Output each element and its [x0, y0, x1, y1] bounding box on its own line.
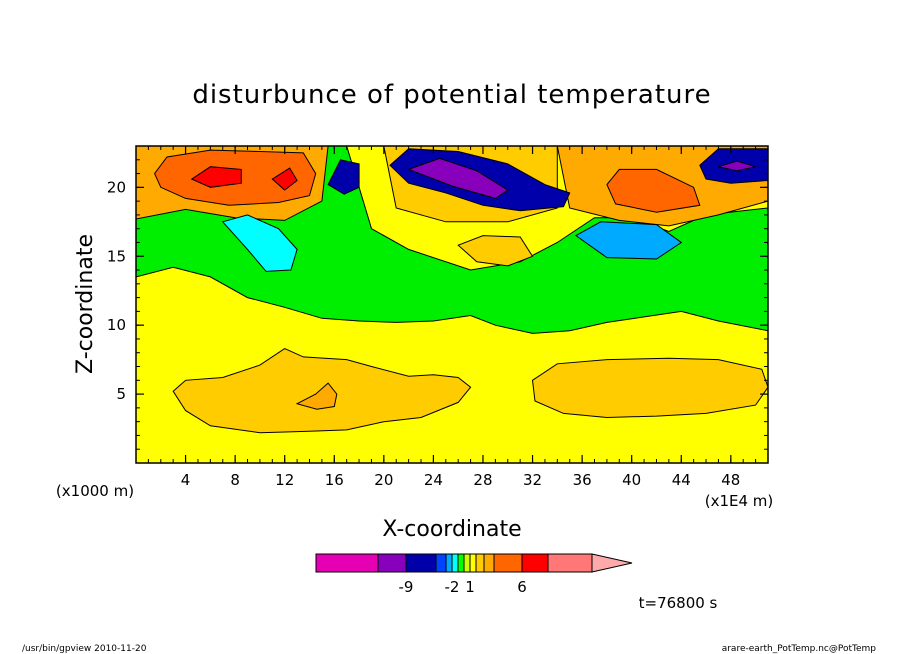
x-tick-label: 20 — [374, 471, 393, 489]
colorbar-segment — [457, 553, 465, 573]
colorbar-label: -2 — [445, 578, 460, 596]
y-axis: 5 10 15 20 — [107, 159, 768, 450]
colorbar-segment — [463, 553, 471, 573]
contour-warm-band-lower-right — [531, 357, 768, 419]
y-tick-label: 15 — [107, 247, 126, 265]
colorbar-label: 1 — [465, 578, 475, 596]
x-tick-label: 40 — [622, 471, 641, 489]
contour-cold-core-upper-right — [718, 160, 756, 172]
contour-cyan-mid-right — [574, 221, 683, 260]
colorbar-label: -9 — [399, 578, 414, 596]
x-tick-label: 16 — [325, 471, 344, 489]
x-tick-label: 32 — [523, 471, 542, 489]
colorbar-segment — [469, 553, 477, 573]
chart-title: disturbunce of potential temperature — [192, 80, 711, 110]
y-tick-label: 20 — [107, 178, 126, 196]
contour-warm-spot-left — [271, 167, 298, 191]
x-tick-label: 8 — [230, 471, 240, 489]
x-unit-label: (x1E4 m) — [705, 492, 774, 510]
colorbar-segment — [445, 553, 453, 573]
contour-field — [136, 146, 768, 463]
x-tick-label: 48 — [721, 471, 740, 489]
x-tick-label: 24 — [424, 471, 443, 489]
colorbar-arrow — [591, 553, 633, 573]
x-axis: 4 8 12 16 20 24 28 32 36 40 44 48 — [147, 146, 757, 489]
y-tick-label: 10 — [107, 316, 126, 334]
colorbar-segment — [483, 553, 495, 573]
contour-warm-spot-mid — [457, 235, 534, 267]
contour-warm-core-left — [190, 166, 242, 188]
contour-warm-spot-lower — [295, 382, 338, 410]
contour-cold-core-mid — [407, 157, 509, 199]
colorbar-segment — [315, 553, 379, 573]
colorbar-segment — [405, 553, 437, 573]
contour-cold-spot-upper — [327, 159, 360, 195]
x-tick-label: 28 — [473, 471, 492, 489]
colorbar-segment — [377, 553, 407, 573]
plot-frame — [135, 145, 769, 464]
x-tick-label: 36 — [573, 471, 592, 489]
colorbar-label: 6 — [517, 578, 527, 596]
colorbar-segment — [493, 553, 523, 573]
colorbar — [315, 553, 633, 573]
colorbar-labels: -9 -2 1 6 — [399, 578, 527, 596]
x-tick-label: 12 — [275, 471, 294, 489]
x-tick-label: 4 — [181, 471, 191, 489]
colorbar-segment — [435, 553, 447, 573]
footer-right-text: arare-earth_PotTemp.nc@PotTemp — [722, 644, 877, 654]
colorbar-segment — [547, 553, 593, 573]
colorbar-segment — [451, 553, 459, 573]
contour-warm-upper-right — [606, 168, 701, 213]
contour-cyan-mid-left — [221, 214, 298, 272]
time-label: t=76800 s — [639, 594, 718, 612]
colorbar-segment — [521, 553, 549, 573]
y-unit-label: (x1000 m) — [56, 482, 134, 500]
y-tick-label: 5 — [116, 385, 126, 403]
x-tick-label: 44 — [672, 471, 691, 489]
footer-left-text: /usr/bin/gpview 2010-11-20 — [22, 644, 147, 654]
colorbar-segment — [475, 553, 485, 573]
y-axis-label: Z-coordinate — [73, 234, 98, 374]
x-axis-label: X-coordinate — [382, 517, 521, 542]
